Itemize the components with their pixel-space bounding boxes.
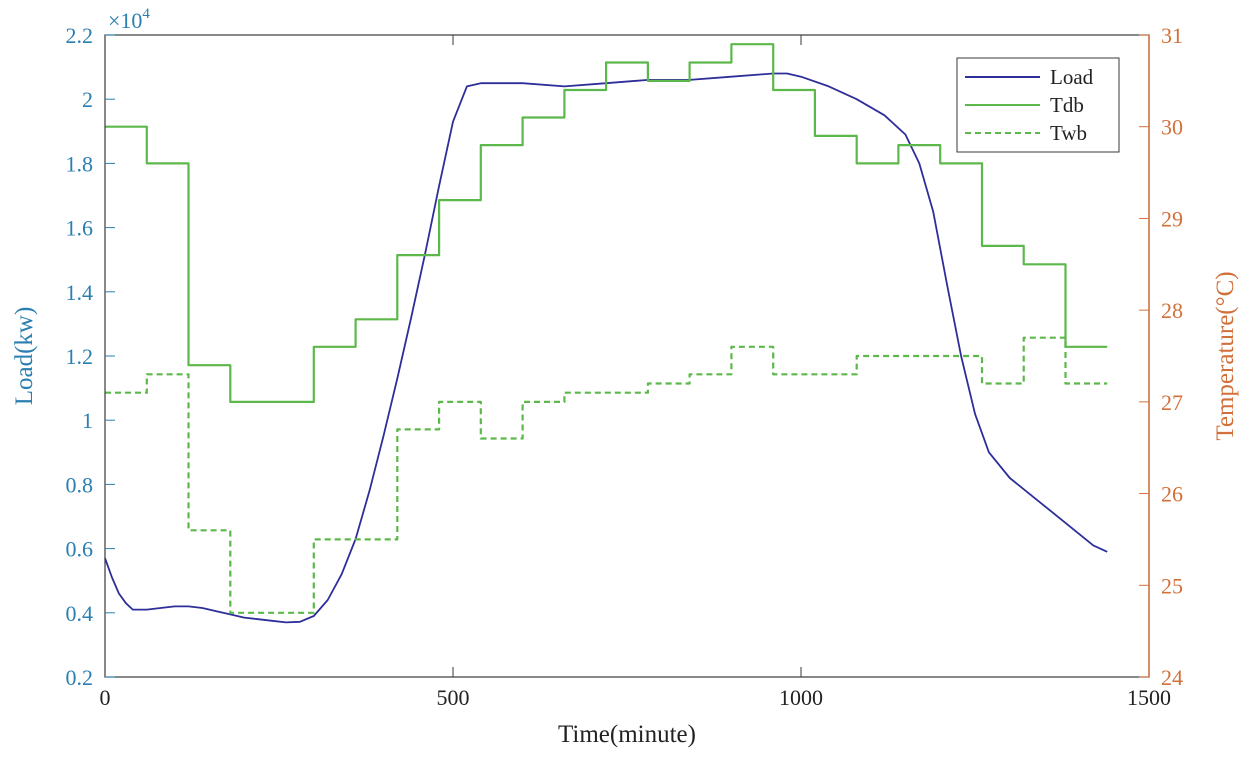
x-tick-label: 1500 (1127, 685, 1171, 710)
legend-label-load: Load (1050, 65, 1094, 89)
y-left-tick-label: 0.8 (66, 472, 94, 497)
y-left-tick-label: 1.2 (66, 344, 94, 369)
x-tick-label: 1000 (779, 685, 823, 710)
y-left-tick-label: 2.2 (66, 23, 94, 48)
legend-label-tdb: Tdb (1050, 93, 1084, 117)
y-right-tick-label: 27 (1161, 390, 1183, 415)
series-line-twb (105, 336, 1108, 614)
y-right-tick-label: 26 (1161, 482, 1183, 507)
x-axis-title: Time(minute) (558, 721, 696, 748)
x-tick-label: 500 (437, 685, 470, 710)
y-left-tick-label: 2 (82, 87, 93, 112)
y-right-tick-label: 30 (1161, 115, 1183, 140)
y-axis-right-title: Temperature(°C) (1212, 271, 1239, 440)
y-axis-right: 24 25 26 27 28 29 30 31 (1139, 23, 1183, 690)
plot-series (104, 43, 1108, 624)
y-axis-left-title: Load(kw) (11, 307, 38, 406)
series-line-tdb (105, 43, 1108, 403)
x-tick-label: 0 (100, 685, 111, 710)
y-left-tick-label: 1.4 (66, 280, 94, 305)
legend-label-twb: Twb (1050, 121, 1087, 145)
y-left-tick-label: 0.2 (66, 665, 94, 690)
y-right-tick-label: 31 (1161, 23, 1183, 48)
y-left-tick-label: 0.4 (66, 601, 94, 626)
y-right-tick-label: 28 (1161, 298, 1183, 323)
y-left-tick-label: 1.6 (66, 216, 94, 241)
y-right-tick-label: 24 (1161, 665, 1183, 690)
x-axis: 0 500 1000 1500 (100, 35, 1171, 710)
series-line-load (104, 72, 1108, 624)
y-left-tick-label: 1.8 (66, 151, 94, 176)
legend: Load Tdb Twb (956, 57, 1120, 153)
y-left-tick-label: 0.6 (66, 537, 94, 562)
y-right-tick-label: 29 (1161, 206, 1183, 231)
left-axis-multiplier: ×104 (108, 6, 150, 33)
y-left-tick-label: 1 (82, 408, 93, 433)
y-axis-left: 0.2 0.4 0.6 0.8 1 1.2 1.4 1.6 1.8 2 2.2 (66, 23, 115, 690)
y-right-tick-label: 25 (1161, 573, 1183, 598)
